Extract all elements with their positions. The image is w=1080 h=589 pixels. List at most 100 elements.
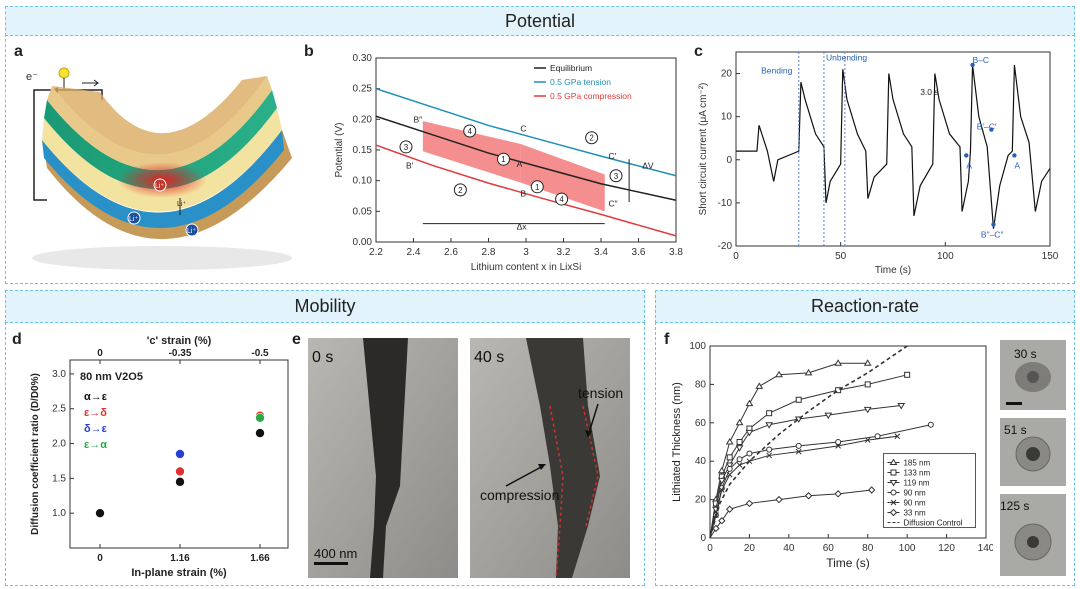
panel-c-ytick-label: 20 [721,69,733,80]
panel-b-series-line [375,115,677,202]
panel-f-marker [824,412,833,420]
panel-b-xtick-label: 3.4 [594,247,608,258]
panel-b-ytick-label: 0.15 [353,145,373,156]
panel-b-step-circle [609,169,623,183]
panel-b-legend-entry: 0.5 GPa compression [550,91,632,101]
panel-b-step-circle [399,140,413,154]
panel-f-series-line [709,489,872,539]
panel-f-marker [775,370,783,378]
panel-f-marker [835,442,841,449]
potential-header: Potential [5,6,1075,36]
panel-b-legend-entry: Equilibrium [550,63,592,73]
panel-c-annotation: B′–C′ [977,122,997,132]
panel-b-cycle-area [520,143,605,212]
panel-b-ytick-label: 0.20 [353,114,373,125]
panel-c-xlabel: Time (s) [875,265,911,276]
panel-f-xtick-label: 60 [823,543,835,554]
panel-f-marker [867,486,876,494]
panel-d-ytick-label: 2.0 [52,439,66,450]
panel-d-data-point [255,428,265,438]
panel-d-xtick-label: 1.16 [170,553,190,564]
panel-b-step-circle [585,131,599,145]
potential-title: Potential [504,10,576,31]
panel-f-marker [726,454,733,461]
panel-f-marker [889,480,898,487]
panel-b-step-number: 4 [468,127,473,136]
panel-f-legend-entry: 33 nm [903,509,926,518]
panel-f-marker [889,458,898,466]
panel-f-marker [718,517,726,525]
panel-b-ytick-label: 0.10 [353,176,373,187]
panel-f-xtick-label: 0 [707,543,713,554]
inset-125s-label: 125 s [1000,499,1029,513]
panel-b-xtick-label: 3.6 [632,247,646,258]
panel-f-marker [927,421,934,428]
panel-f-marker [717,466,726,474]
panel-c-annotation: A [1014,160,1020,170]
panel-a-label: a [14,43,23,60]
panel-d-toptick-label: -0.35 [169,348,192,359]
panel-f-marker [864,381,871,388]
panel-c-marker-point [970,62,975,68]
panel-f-marker [904,371,911,378]
panel-d-ytick-label: 2.5 [52,404,66,415]
panel-b-step-number: 1 [501,155,506,164]
panel-f-ytick-label: 100 [689,341,706,352]
panel-c-xtick-label: 100 [937,251,954,262]
panel-c-annotation: Bending [761,66,792,76]
panel-d-ylabel: Diffusion coefficient ratio (D/D0%) [30,373,41,535]
panel-f-marker [725,462,734,470]
scale-bar-label: 400 nm [314,546,357,561]
panel-d-ytick-label: 1.0 [52,508,66,519]
panel-c-label: c [694,43,703,60]
panel-b-step-circle [497,152,510,166]
panel-b-annotation: B′ [406,160,414,170]
panel-f-legend-entry: 133 nm [903,469,930,478]
panel-b-step-circle [463,124,477,138]
panel-f-marker [745,499,754,508]
panel-f-ytick-label: 0 [700,533,706,544]
panel-f-marker [897,403,906,410]
panel-d-chart: d 0 1.16 1.66 0 -0.35 -0.5 1.0 1.5 2.0 2.5 3.0 In-pl… [12,331,289,579]
time-0s: 0 s [312,349,333,366]
time-40s: 40 s [474,349,504,366]
mobility-title: Mobility [294,296,356,316]
panel-f-marker [765,422,774,429]
panel-b-xlabel: Lithium content x in LixSi [471,262,582,273]
panel-b-ytick-label: 0.25 [353,84,373,95]
panel-b-xtick-label: 3.8 [669,247,683,258]
panel-f-marker [795,442,802,449]
panel-f-ytick-label: 20 [695,495,707,506]
panel-f-legend-entry: 185 nm [903,459,930,468]
panel-f-xtick-label: 100 [899,543,916,554]
panel-d-data-point [175,449,185,459]
panel-d-xlabel: In-plane strain (%) [131,567,227,579]
inset-30s: 30 s [1000,340,1066,410]
panel-e-label: e [292,331,301,348]
panel-c-xtick-label: 0 [733,251,739,262]
panel-f-marker [890,489,897,496]
panel-b-ylabel: Potential (V) [334,122,345,177]
panel-d-legend-entry: ε→δ [84,407,107,419]
panel-b-annotation: B [520,189,526,199]
panel-f-marker [735,445,744,452]
panel-b-step-number: 4 [559,195,564,204]
inset-51s-label: 51 s [1004,423,1027,437]
reaction-rate-header: Reaction-rate [655,290,1075,323]
panel-c-ytick-label: -20 [718,241,733,252]
panel-f-marker [745,399,754,407]
panel-c-axes-frame [735,51,1051,247]
panel-d-ytick-label: 1.5 [52,473,66,484]
scale-bar [314,562,348,565]
panel-c-ytick-label: 10 [721,112,733,123]
panel-f-marker [834,490,842,498]
panel-b-annotation: C″ [609,198,618,208]
panel-d-data-point [255,412,265,423]
panel-f-marker [863,359,872,366]
panel-f-marker [890,469,897,476]
panel-f-chart: f 0 20 40 60 80 100 120 140 0 20 40 60 80 100 Time (s) L… [664,331,993,570]
panel-f-series-line [709,435,898,539]
panel-c-marker-point [1012,153,1017,158]
panel-b-xtick-label: 2.4 [407,247,421,258]
panel-b-ytick-label: 0.30 [353,53,373,64]
